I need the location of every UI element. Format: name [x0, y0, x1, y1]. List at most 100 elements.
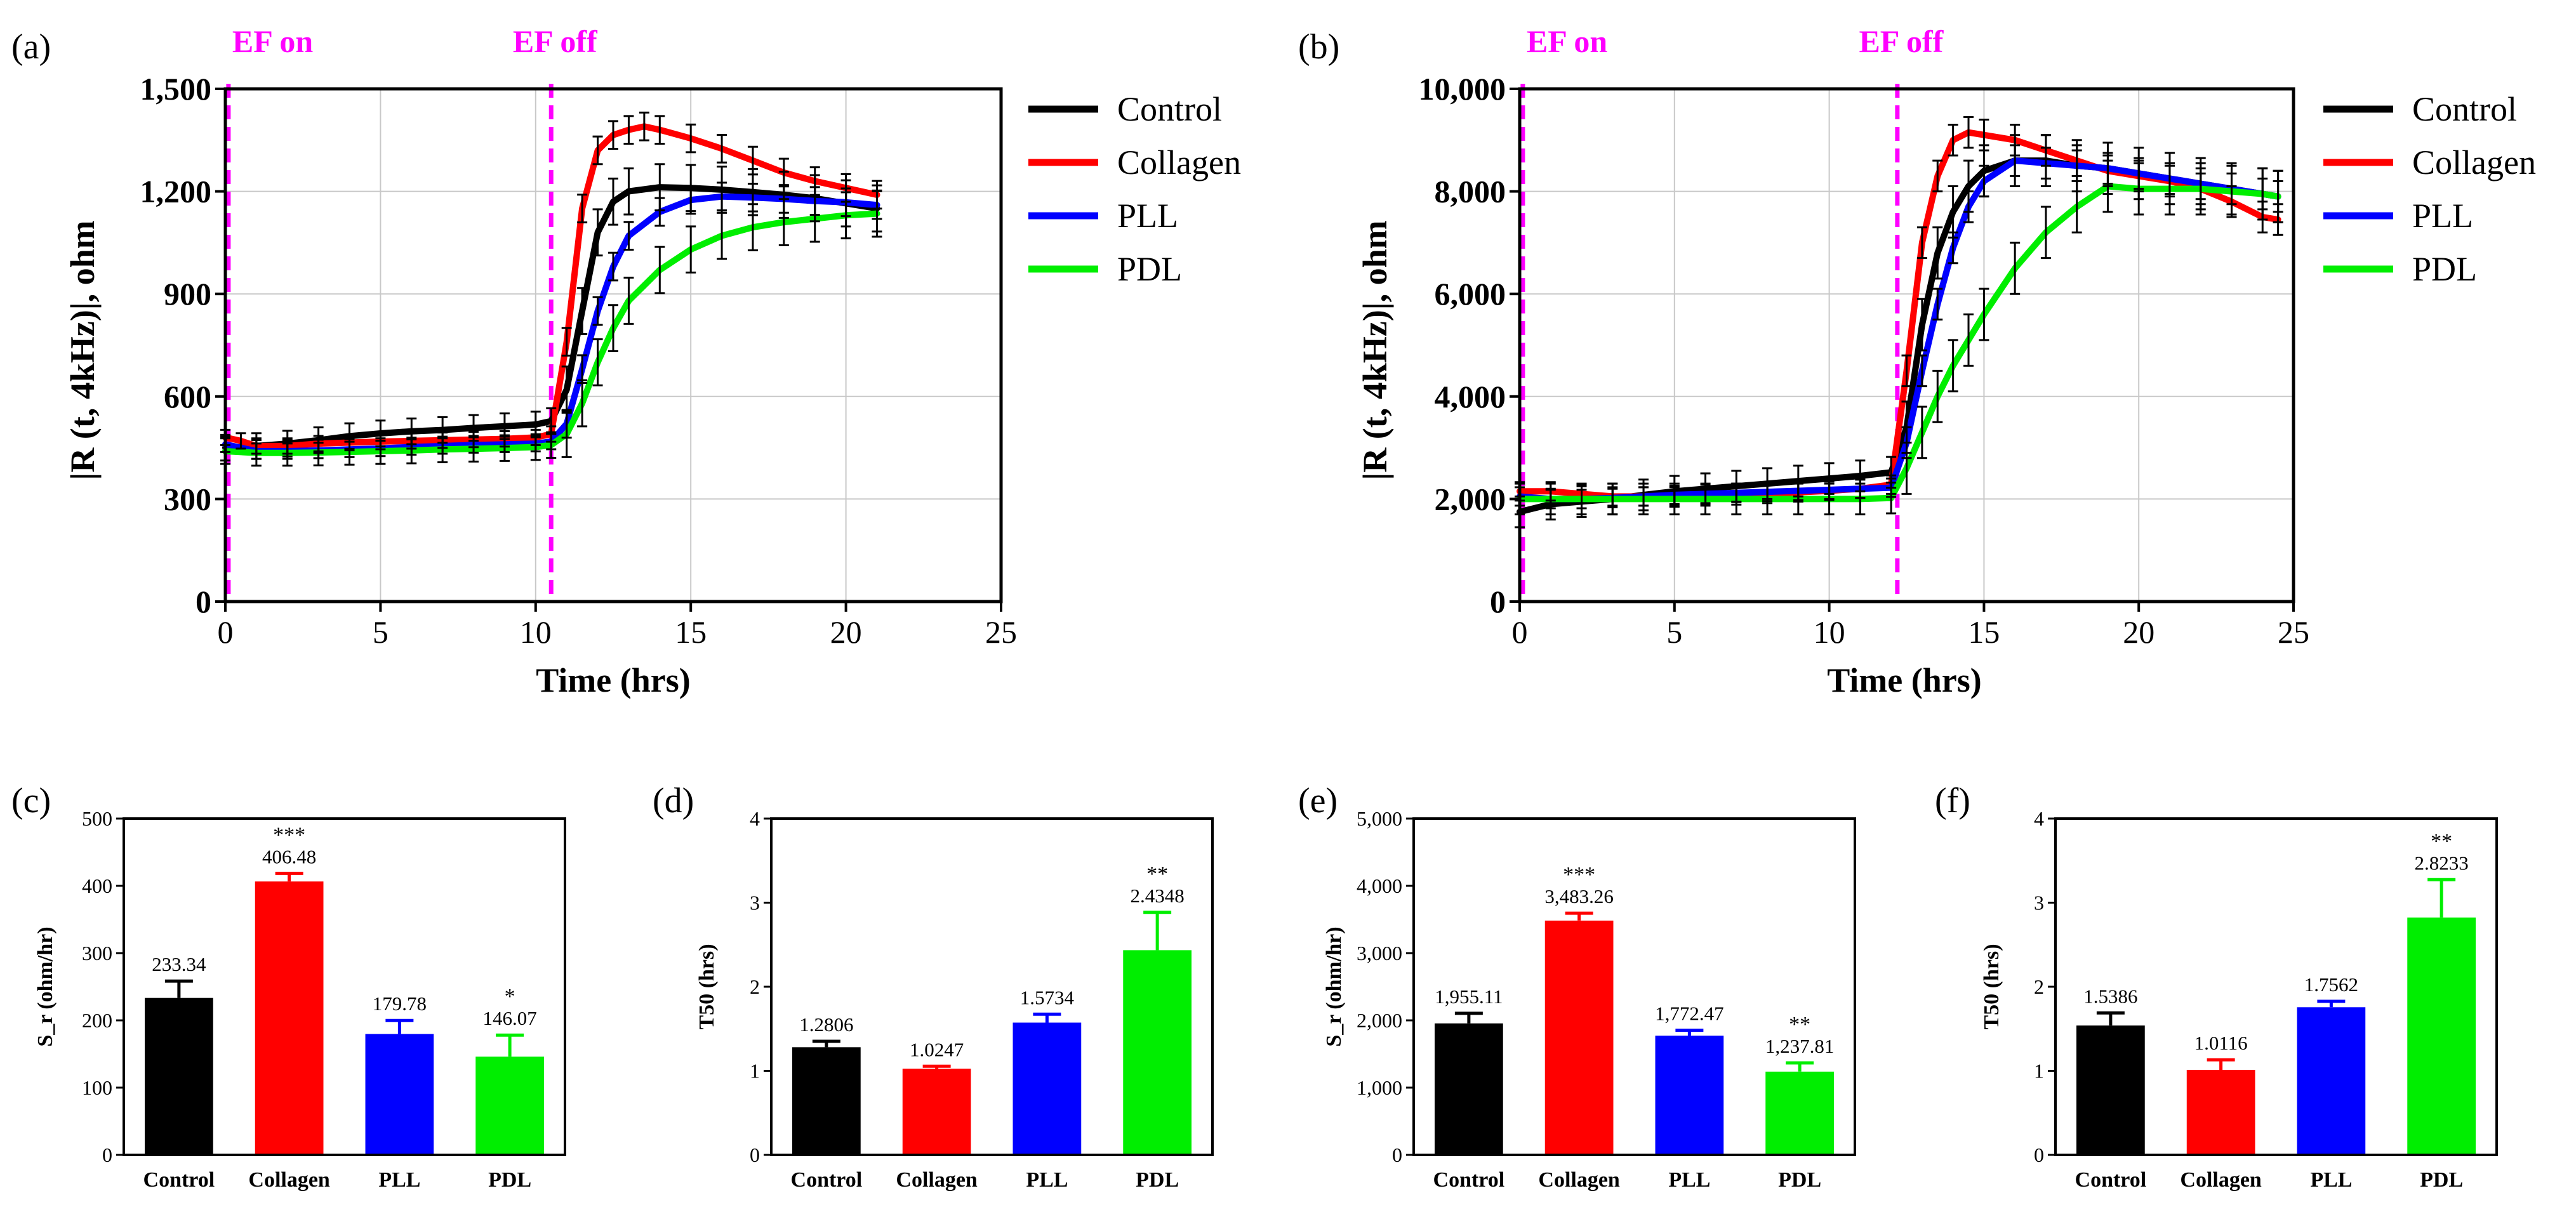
error-bar — [654, 115, 665, 145]
error-bar — [686, 185, 696, 215]
bar-pll — [2297, 1007, 2366, 1155]
y-tick-label: 200 — [82, 1009, 112, 1032]
y-tick-label: 1,000 — [1357, 1076, 1402, 1099]
error-bar — [2010, 241, 2021, 295]
panel-b: (b) |R (t, 4kHz)|, ohm Time (hrs) EF on E… — [1298, 23, 2536, 699]
y-axis-label: |R (t, 4kHz)|, ohm — [1356, 220, 1394, 480]
y-axis-label: S_r (ohm/hr) — [1322, 926, 1346, 1046]
error-bar — [717, 181, 727, 211]
y-tick-label: 300 — [164, 481, 211, 517]
error-bar — [1963, 313, 1974, 367]
legend-label: Control — [2412, 90, 2517, 128]
error-bar — [1700, 482, 1711, 516]
event-marker-label: EF off — [1859, 23, 1944, 59]
bar-pdl — [1123, 950, 1192, 1155]
y-tick-label: 4 — [750, 807, 760, 830]
error-bar — [654, 197, 665, 227]
significance-label: ** — [1146, 862, 1168, 886]
bar-pdl — [2407, 917, 2476, 1155]
error-bar — [654, 246, 665, 294]
error-bar — [375, 437, 386, 465]
bar-value-label: 1,237.81 — [1765, 1035, 1835, 1057]
error-bar — [1948, 124, 1958, 157]
error-bar — [2317, 999, 2346, 1008]
error-bar — [437, 435, 448, 463]
error-bar — [623, 115, 634, 145]
error-bar — [1545, 482, 1556, 516]
x-tick-label: 15 — [675, 614, 707, 650]
error-bar — [2010, 144, 2021, 177]
error-bar — [623, 221, 634, 251]
error-bar — [1886, 482, 1897, 515]
plot-frame — [1518, 87, 2295, 603]
bar-value-label: 1.5386 — [2083, 985, 2137, 1007]
y-tick-label: 0 — [102, 1143, 112, 1166]
y-tick-label: 2,000 — [1357, 1009, 1402, 1032]
error-bar — [546, 431, 557, 459]
error-bar — [1963, 190, 1974, 223]
error-bar — [809, 194, 820, 243]
event-marker-label: EF on — [232, 23, 314, 59]
significance-label: ** — [1789, 1013, 1810, 1036]
x-tick-label: 5 — [1666, 614, 1682, 650]
category-label: PLL — [378, 1168, 420, 1192]
error-bar — [1901, 442, 1912, 495]
panel-f: (f) T50 (hrs) 1.5386 Control 1.0116 Collage… — [1935, 781, 2498, 1192]
error-bar — [1675, 1029, 1704, 1036]
error-bar — [1948, 231, 1958, 265]
error-bar — [608, 251, 618, 282]
error-bar — [1565, 911, 1593, 921]
error-bar — [2071, 180, 2082, 234]
error-bar — [2207, 1058, 2235, 1070]
y-tick-label: 0 — [750, 1143, 760, 1166]
y-tick-label: 0 — [1490, 584, 1506, 619]
category-label: PDL — [1136, 1168, 1179, 1192]
bar-value-label: 146.07 — [483, 1007, 537, 1029]
error-bar — [686, 123, 696, 154]
y-axis-label: T50 (hrs) — [1980, 944, 2003, 1029]
error-bar — [778, 198, 789, 246]
error-bar — [1916, 298, 1927, 352]
y-tick-label: 2 — [750, 975, 760, 998]
plot-frame — [123, 817, 566, 1156]
bar-collagen — [255, 881, 324, 1155]
panel-e: (e) S_r (ohm/hr) 1,955.11 Control 3,483.26… — [1298, 781, 1856, 1192]
error-bar — [1979, 118, 1989, 152]
error-bar — [344, 438, 355, 466]
error-bar — [1901, 354, 1912, 388]
x-tick-label: 10 — [520, 614, 552, 650]
y-tick-label: 1 — [750, 1060, 760, 1083]
y-tick-label: 1 — [2034, 1060, 2044, 1083]
bar-value-label: 1.2806 — [799, 1013, 853, 1036]
y-tick-label: 8,000 — [1435, 174, 1506, 209]
panel-letter-a: (a) — [11, 27, 51, 67]
panel-letter-f: (f) — [1935, 781, 1970, 820]
significance-label: ** — [2431, 829, 2452, 853]
panel-d: (d) T50 (hrs) 1.2806 Control 1.0247 Collage… — [653, 781, 1214, 1192]
bar-control — [145, 998, 213, 1155]
error-bar — [2257, 167, 2268, 221]
y-tick-label: 0 — [1392, 1143, 1402, 1166]
y-tick-label: 6,000 — [1435, 276, 1506, 312]
bar-value-label: 233.34 — [152, 953, 206, 975]
y-tick-label: 0 — [2034, 1143, 2044, 1166]
category-label: Collagen — [2180, 1168, 2262, 1192]
panel-a: (a) |R (t, 4kHz)|, ohm Time (hrs) EF on E… — [11, 23, 1241, 699]
error-bar — [1932, 226, 1943, 280]
error-bar — [1932, 369, 1943, 423]
error-bar — [282, 438, 293, 467]
plot-frame — [223, 87, 1003, 603]
bar-value-label: 1,955.11 — [1435, 985, 1503, 1008]
bar-value-label: 406.48 — [262, 845, 316, 867]
error-bar — [2273, 169, 2283, 223]
error-bar — [608, 120, 618, 150]
x-tick-label: 20 — [830, 614, 862, 650]
x-tick-label: 10 — [1814, 614, 1845, 650]
x-tick-label: 0 — [218, 614, 234, 650]
bar-plot-area: 1.5386 Control 1.0116 Collagen 1.7562 PLL 2.82… — [2034, 807, 2498, 1192]
significance-label: * — [505, 985, 515, 1008]
y-tick-label: 100 — [82, 1076, 112, 1099]
bar-pdl — [1765, 1071, 1834, 1155]
y-tick-label: 4,000 — [1435, 379, 1506, 414]
error-bar — [385, 1018, 414, 1034]
